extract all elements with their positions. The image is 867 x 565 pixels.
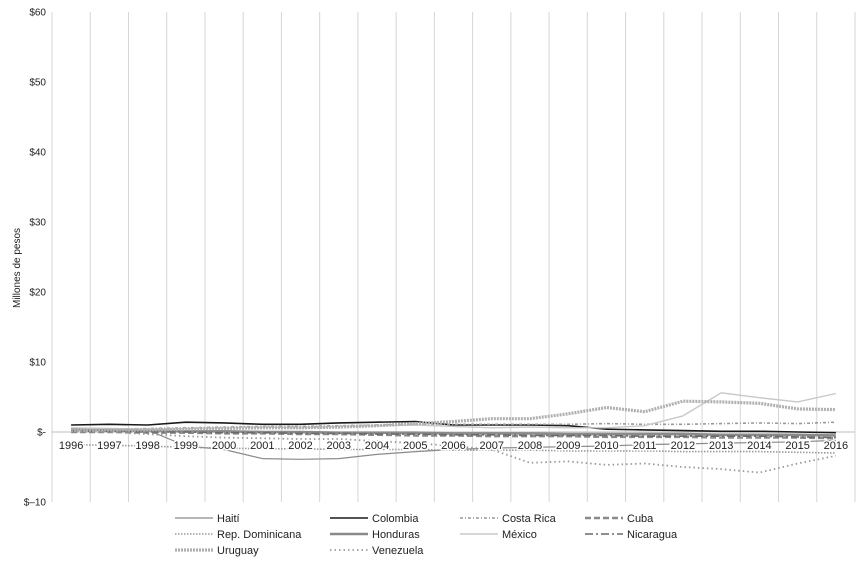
legend-label: Nicaragua xyxy=(627,529,678,541)
y-tick-label: $–10 xyxy=(24,498,47,509)
x-tick-label: 2013 xyxy=(709,440,733,452)
axes: $–10 $- $10 $20 $30 $40 $50 $60 1996 1997 1998 1999… xyxy=(24,8,850,509)
x-tick-label: 2010 xyxy=(594,440,618,452)
x-tick-label: 2016 xyxy=(824,440,848,452)
y-axis-label: Millones de pesos xyxy=(12,228,23,308)
x-tick-label: 1998 xyxy=(135,440,159,452)
legend-label: Haití xyxy=(217,513,240,525)
legend-label: Rep. Dominicana xyxy=(217,529,302,541)
x-tick-label: 2011 xyxy=(633,440,657,452)
y-tick-label: $50 xyxy=(29,78,46,89)
x-tick-label: 2000 xyxy=(212,440,236,452)
legend-label: Uruguay xyxy=(217,545,259,557)
x-tick-label: 2008 xyxy=(518,440,542,452)
x-tick-label: 1996 xyxy=(59,440,83,452)
y-tick-label: $- xyxy=(37,428,46,439)
series-line-uruguay xyxy=(71,399,836,433)
y-tick-label: $10 xyxy=(29,358,46,369)
y-tick-label: $20 xyxy=(29,288,46,299)
series-line-venezuela xyxy=(71,429,837,474)
x-tick-label: 2002 xyxy=(288,440,312,452)
legend-label: Cuba xyxy=(627,513,654,525)
x-tick-label: 1999 xyxy=(174,440,198,452)
series-lines xyxy=(71,392,837,474)
series-line-honduras xyxy=(71,427,836,437)
legend-label: Costa Rica xyxy=(502,513,557,525)
x-tick-label: 2005 xyxy=(403,440,427,452)
legend-label: Honduras xyxy=(372,529,420,541)
series-line-rep-dominicana xyxy=(71,443,836,454)
y-tick-label: $30 xyxy=(29,218,46,229)
x-tick-label: 2001 xyxy=(250,440,274,452)
x-tick-label: 2006 xyxy=(441,440,465,452)
legend: Haití Colombia Costa Rica Cuba Rep. Dominica… xyxy=(175,513,678,557)
series-line-cuba xyxy=(71,430,836,440)
x-tick-label: 2003 xyxy=(327,440,351,452)
series-line-colombia xyxy=(71,420,836,434)
legend-label: Venezuela xyxy=(372,545,424,557)
y-tick-label: $60 xyxy=(29,8,46,19)
x-tick-label: 2014 xyxy=(747,440,771,452)
y-tick-label: $40 xyxy=(29,148,46,159)
x-tick-label: 2007 xyxy=(479,440,503,452)
legend-label: Colombia xyxy=(372,513,419,525)
x-tick-label: 2009 xyxy=(556,440,580,452)
x-tick-label: 2004 xyxy=(365,440,389,452)
x-tick-label: 2012 xyxy=(671,440,695,452)
legend-label: México xyxy=(502,529,537,541)
x-tick-label: 2015 xyxy=(785,440,809,452)
x-tick-label: 1997 xyxy=(97,440,121,452)
series-line-costa-rica xyxy=(71,421,836,431)
